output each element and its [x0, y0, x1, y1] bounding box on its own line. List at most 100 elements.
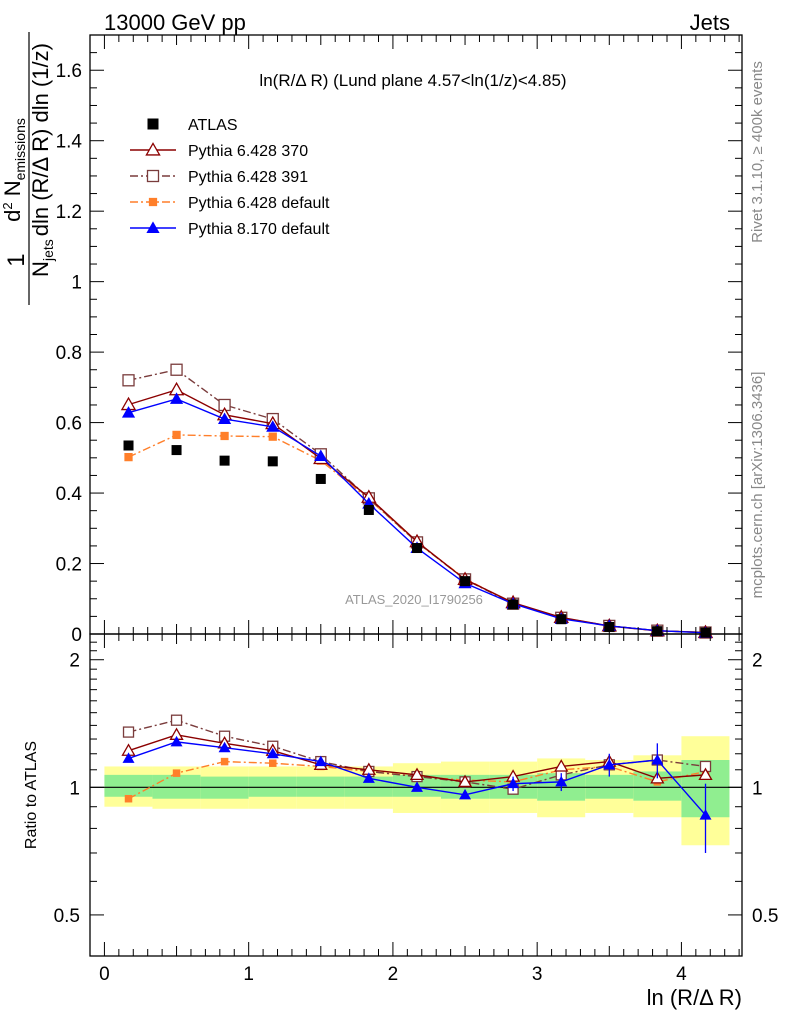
series-4-point — [266, 420, 280, 432]
series-3-ratio-point — [220, 757, 229, 766]
series-0-point — [267, 456, 278, 467]
series-0-point — [219, 455, 230, 466]
series-0-point — [171, 445, 182, 456]
ratio-tick-label: 0.5 — [54, 906, 80, 927]
inner-band-bin — [104, 774, 153, 797]
legend-label-4: Pythia 8.170 default — [188, 221, 330, 238]
y-tick-label: 1.4 — [56, 132, 83, 153]
legend-marker-2 — [146, 169, 160, 183]
series-2-ratio-point — [170, 714, 183, 726]
y-tick-label: 0.6 — [56, 414, 82, 435]
header-jets-label: Jets — [690, 10, 730, 35]
series-4-ratio-point — [122, 752, 135, 763]
header-energy-label: 13000 GeV pp — [104, 10, 246, 35]
inner-band-bin — [344, 776, 393, 797]
legend-marker-1 — [145, 142, 161, 156]
series-2-point — [122, 374, 135, 387]
series-4-point — [121, 406, 136, 418]
series-2-point — [170, 363, 183, 376]
x-tick-label: 4 — [676, 964, 687, 985]
series-0-point — [315, 473, 326, 484]
chart-title: ln(R/Δ R) (Lund plane 4.57<ln(1/z)<4.85) — [259, 71, 566, 90]
ratio-tick-label-right: 2 — [752, 651, 763, 672]
series-3-point — [124, 452, 133, 462]
series-3-point — [268, 432, 277, 441]
legend: ATLAS Pythia 6.428 370 Pythia 6.428 391 Pyt… — [130, 117, 330, 238]
x-axis-label: ln (R/Δ R) — [647, 985, 742, 1010]
ratio-tick-label: 1 — [69, 778, 80, 799]
y-tick-label: 0.8 — [56, 343, 82, 364]
legend-label-3: Pythia 6.428 default — [188, 195, 330, 212]
series-0-point — [412, 543, 423, 554]
series-1-ratio-point — [457, 774, 473, 788]
ylabel-bottom-line: Njets dln (R/Δ R) dln (1/z) — [28, 43, 56, 277]
legend-label-0: ATLAS — [188, 117, 238, 134]
series-3-ratio-point — [172, 769, 181, 777]
series-4-ratio-point — [651, 754, 664, 765]
series-3-ratio-point — [124, 794, 133, 803]
legend-marker-3 — [148, 197, 158, 207]
series-4-point — [217, 412, 232, 425]
series-0-point — [363, 504, 374, 515]
inner-band-bin — [296, 776, 345, 797]
series-4-ratio-point — [362, 772, 375, 783]
y-tick-label: 1 — [71, 273, 82, 294]
series-3-ratio-point — [269, 759, 277, 767]
rivet-version-label: Rivet 3.1.10, ≥ 400k events — [749, 61, 766, 243]
x-tick-label: 2 — [388, 964, 399, 985]
series-1-ratio-point — [698, 767, 713, 781]
ratio-tick-label-right: 0.5 — [752, 906, 778, 927]
series-4-ratio-point — [555, 775, 568, 787]
x-tick-label: 0 — [99, 964, 110, 985]
series-4-ratio-point — [411, 781, 424, 792]
ylabel-denominator-sub: jets — [40, 239, 56, 262]
series-1-ratio-point — [554, 759, 569, 772]
analysis-id-label: ATLAS_2020_I1790256 — [345, 592, 483, 607]
x-tick-label: 1 — [243, 964, 254, 985]
series-3-point — [172, 430, 181, 440]
series-4-ratio-point — [459, 788, 472, 800]
y-tick-label: 1.2 — [56, 202, 82, 223]
ylabel-rest: dln (R/Δ R) dln (1/z) — [28, 43, 53, 236]
series-0-point — [508, 599, 519, 610]
series-4-point — [169, 392, 184, 404]
legend-label-1: Pythia 6.428 370 — [188, 143, 308, 160]
ylabel-denominator: N — [28, 261, 53, 277]
y-tick-label: 1.6 — [56, 61, 82, 82]
axes-frame: 0 0.2 0.4 0.6 0.8 1 1.2 1.4 1.6 0 1 2 3 4 0.5 0.5 1 1 2 2 — [54, 34, 778, 985]
ylabel-sup2: 2 — [0, 202, 15, 209]
y-tick-label: 0.4 — [56, 484, 83, 505]
series-4-ratio-point — [314, 755, 327, 767]
series-0-point — [460, 576, 471, 587]
ylabel-top-line: d2 Nemissions — [0, 118, 28, 222]
series-0-point — [652, 626, 663, 637]
mcplots-url-label: mcplots.cern.ch [arXiv:1306.3436] — [749, 372, 766, 599]
ylabel-n-sub: emissions — [12, 118, 28, 180]
ratio-plot-area — [90, 714, 742, 853]
series-0-point — [556, 614, 567, 625]
series-4-ratio-point — [699, 809, 712, 820]
ratio-y-axis-label: Ratio to ATLAS — [23, 741, 40, 849]
series-1-ratio-point — [409, 767, 425, 781]
series-2-ratio-point — [122, 726, 135, 738]
series-4-ratio-point — [170, 735, 183, 747]
series-0-point — [700, 627, 711, 638]
y-tick-label: 0.2 — [56, 555, 82, 576]
ratio-frame — [89, 633, 743, 957]
series-4-point — [314, 449, 328, 462]
ratio-tick-label: 2 — [69, 651, 80, 672]
legend-marker-0 — [147, 118, 159, 130]
series-0-point — [123, 440, 134, 451]
ylabel-d2: d — [0, 210, 25, 222]
series-4-ratio-point — [266, 747, 279, 759]
legend-marker-4 — [146, 221, 160, 233]
y-tick-label: 0 — [71, 625, 82, 646]
series-3-point — [220, 431, 229, 441]
series-4-ratio-point — [218, 741, 231, 753]
ylabel-numerator: 1 — [3, 253, 30, 266]
ylabel-n: N — [0, 180, 25, 202]
inner-band-bin — [248, 776, 297, 797]
legend-label-2: Pythia 6.428 391 — [188, 169, 308, 186]
ratio-tick-label-right: 1 — [752, 778, 763, 799]
